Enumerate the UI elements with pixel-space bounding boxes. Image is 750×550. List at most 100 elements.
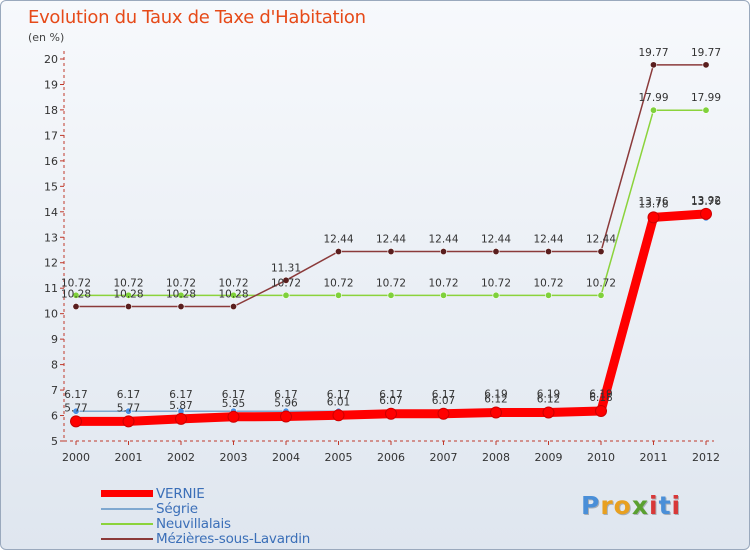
logo-letter: o bbox=[613, 491, 632, 520]
y-axis-unit-label: (en %) bbox=[28, 31, 65, 44]
y-tick-label: 6 bbox=[51, 410, 58, 423]
legend-label: Neuvillalais bbox=[156, 515, 231, 532]
data-label: 17.99 bbox=[691, 92, 721, 104]
data-point bbox=[597, 248, 605, 256]
legend-item: Neuvillalais bbox=[101, 515, 231, 532]
data-label: 10.72 bbox=[428, 277, 458, 289]
data-point-vernie bbox=[122, 415, 135, 428]
data-label: 10.72 bbox=[166, 277, 196, 289]
data-label: 17.99 bbox=[638, 92, 668, 104]
data-point bbox=[72, 303, 80, 311]
data-point bbox=[387, 248, 395, 256]
x-tick-label: 2008 bbox=[482, 451, 510, 464]
data-point-vernie bbox=[227, 410, 240, 423]
data-point bbox=[439, 291, 447, 299]
logo-letter: t bbox=[658, 491, 672, 520]
data-point-vernie bbox=[542, 406, 555, 419]
chart-title: Evolution du Taux de Taxe d'Habitation bbox=[28, 7, 366, 28]
legend-item: Mézières-sous-Lavardin bbox=[101, 530, 311, 547]
data-point-vernie bbox=[437, 407, 450, 420]
data-label: 10.28 bbox=[113, 289, 143, 301]
data-label: 6.17 bbox=[379, 389, 402, 401]
data-point-vernie bbox=[647, 211, 660, 224]
y-tick-label: 11 bbox=[44, 282, 58, 295]
data-point bbox=[387, 291, 395, 299]
data-label: 12.44 bbox=[586, 234, 616, 246]
y-tick-label: 19 bbox=[44, 78, 58, 91]
data-label: 5.77 bbox=[117, 402, 140, 414]
data-label: 11.31 bbox=[271, 262, 301, 274]
x-tick-label: 2010 bbox=[587, 451, 615, 464]
y-tick-label: 10 bbox=[44, 308, 58, 321]
data-label: 12.44 bbox=[428, 234, 458, 246]
x-tick-label: 2001 bbox=[115, 451, 143, 464]
data-label: 6.18 bbox=[589, 392, 612, 404]
data-label: 6.17 bbox=[327, 389, 350, 401]
data-label: 10.28 bbox=[218, 289, 248, 301]
data-label: 10.72 bbox=[376, 277, 406, 289]
data-label: 12.44 bbox=[533, 234, 563, 246]
y-tick-label: 17 bbox=[44, 129, 58, 142]
data-point bbox=[230, 303, 238, 311]
legend-swatch bbox=[101, 507, 153, 510]
data-label: 5.77 bbox=[64, 402, 87, 414]
y-tick-label: 5 bbox=[51, 435, 58, 448]
data-label: 5.95 bbox=[222, 398, 245, 410]
data-label: 6.07 bbox=[432, 395, 455, 407]
data-label: 6.07 bbox=[379, 395, 402, 407]
y-tick-label: 9 bbox=[51, 333, 58, 346]
data-label: 6.19 bbox=[537, 389, 560, 401]
y-tick-label: 12 bbox=[44, 257, 58, 270]
data-point bbox=[702, 61, 710, 69]
data-point-vernie bbox=[175, 412, 187, 425]
x-tick-label: 2009 bbox=[535, 451, 563, 464]
legend-label: Ségrie bbox=[156, 500, 198, 517]
y-tick-label: 13 bbox=[44, 231, 58, 244]
x-tick-label: 2004 bbox=[272, 451, 300, 464]
data-point bbox=[72, 291, 80, 299]
data-label: 6.17 bbox=[64, 389, 87, 401]
series-line-neuvillalais bbox=[76, 109, 706, 297]
y-tick-label: 14 bbox=[44, 206, 58, 219]
data-point bbox=[544, 291, 552, 299]
data-point bbox=[544, 248, 552, 256]
data-label: 6.19 bbox=[484, 389, 507, 401]
data-label: 10.72 bbox=[586, 277, 616, 289]
data-label: 5.96 bbox=[274, 398, 298, 410]
data-label: 13.92 bbox=[691, 195, 721, 207]
data-label: 13.76 bbox=[638, 196, 668, 208]
data-point-vernie bbox=[280, 410, 292, 423]
data-label: 6.17 bbox=[222, 389, 245, 401]
x-tick-label: 2012 bbox=[692, 451, 720, 464]
data-point bbox=[230, 291, 238, 299]
data-label: 10.28 bbox=[61, 289, 91, 301]
data-point-vernie bbox=[332, 409, 345, 422]
data-label: 10.72 bbox=[271, 277, 301, 289]
x-tick-label: 2000 bbox=[62, 451, 90, 464]
data-point bbox=[72, 407, 80, 415]
data-point bbox=[334, 248, 342, 256]
x-tick-label: 2006 bbox=[377, 451, 405, 464]
data-label: 10.72 bbox=[533, 277, 563, 289]
data-point-vernie bbox=[385, 407, 397, 420]
legend-swatch bbox=[101, 522, 153, 525]
data-label: 10.72 bbox=[218, 277, 248, 289]
x-tick-label: 2003 bbox=[220, 451, 248, 464]
data-label: 13.78 bbox=[638, 198, 668, 210]
x-tick-label: 2011 bbox=[640, 451, 668, 464]
data-point bbox=[649, 106, 657, 114]
data-label: 6.17 bbox=[432, 389, 455, 401]
x-tick-label: 2002 bbox=[167, 451, 195, 464]
data-label: 12.44 bbox=[323, 234, 353, 246]
legend-label: Mézières-sous-Lavardin bbox=[156, 530, 311, 547]
data-point-vernie bbox=[70, 415, 82, 428]
data-point bbox=[125, 291, 133, 299]
data-label: 10.28 bbox=[166, 289, 196, 301]
data-point bbox=[177, 291, 185, 299]
data-label: 19.77 bbox=[638, 47, 668, 59]
data-label: 10.72 bbox=[113, 277, 143, 289]
proxiti-logo: Proxiti bbox=[581, 491, 681, 520]
data-label: 5.87 bbox=[169, 400, 192, 412]
data-label: 6.17 bbox=[117, 389, 140, 401]
